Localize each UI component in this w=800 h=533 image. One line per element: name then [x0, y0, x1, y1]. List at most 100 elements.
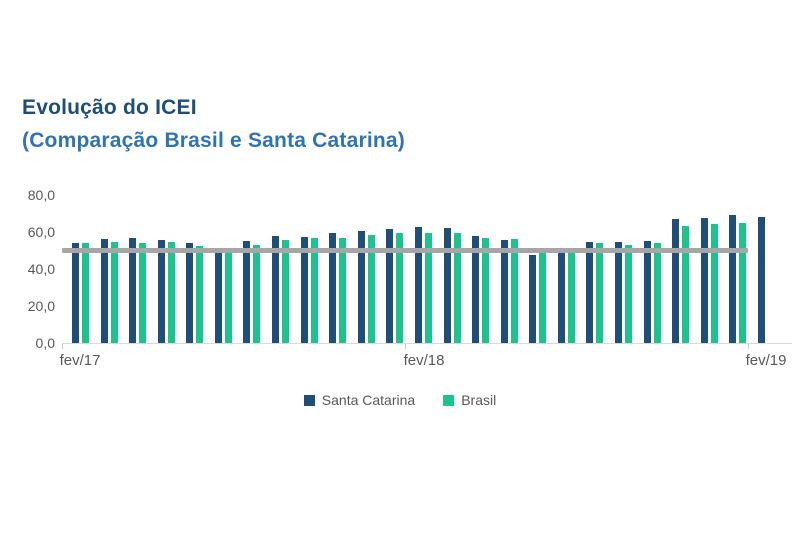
bar-group-ago-17 [243, 195, 261, 343]
bar-santa-catarina [557, 251, 565, 343]
x-axis-tick [405, 344, 406, 349]
bar-santa-catarina [157, 239, 165, 343]
bar-group-mar-17 [100, 195, 118, 343]
y-axis-tick-label: 40,0 [27, 261, 55, 277]
x-axis-tick-label: fev/17 [59, 352, 101, 369]
bar-group-jun-18 [529, 195, 547, 343]
legend-label: Brasil [461, 392, 497, 408]
bar-group-mar-18 [443, 195, 461, 343]
bar-group-out-18 [643, 195, 661, 343]
y-axis-tick-label: 0,0 [35, 335, 55, 351]
bar-santa-catarina [672, 219, 680, 343]
bar-brasil [310, 238, 318, 343]
y-axis: 80,0 60,0 40,0 20,0 0,0 [10, 187, 55, 351]
bar-brasil [139, 242, 147, 343]
bar-santa-catarina [357, 230, 365, 343]
y-axis-tick-label: 60,0 [27, 224, 55, 240]
x-axis-tick [62, 344, 63, 349]
bar-brasil [167, 242, 175, 343]
bar-brasil [739, 222, 747, 343]
bars-container [62, 195, 789, 343]
bar-santa-catarina [614, 241, 622, 343]
bar-group-set-18 [614, 195, 632, 343]
bar-santa-catarina [414, 226, 422, 343]
bar-group-jul-18 [557, 195, 575, 343]
bar-santa-catarina [529, 254, 537, 343]
bar-brasil [424, 232, 432, 343]
bar-group-ago-18 [586, 195, 604, 343]
bar-brasil [367, 234, 375, 343]
bar-brasil [110, 242, 118, 343]
x-axis-tick-label: fev/19 [745, 352, 787, 369]
legend: Santa Catarina Brasil [0, 392, 800, 408]
bar-santa-catarina [329, 233, 337, 343]
bar-brasil [339, 237, 347, 343]
chart-subtitle: (Comparação Brasil e Santa Catarina) [22, 129, 405, 152]
legend-item-brasil: Brasil [443, 392, 496, 408]
bar-santa-catarina [129, 238, 137, 343]
bar-santa-catarina [272, 235, 280, 343]
bar-santa-catarina [214, 251, 222, 343]
bar-brasil [596, 243, 604, 343]
legend-item-santa-catarina: Santa Catarina [303, 392, 416, 408]
bar-santa-catarina [100, 238, 108, 343]
bar-group-mai-17 [157, 195, 175, 343]
bar-santa-catarina [443, 228, 451, 343]
bar-group-dez-18 [700, 195, 718, 343]
plot-area [62, 195, 789, 343]
bar-brasil [253, 244, 261, 343]
bar-group-jan-19 [729, 195, 747, 343]
bar-brasil [282, 239, 290, 343]
bar-brasil [396, 233, 404, 343]
y-axis-tick-label: 20,0 [27, 298, 55, 314]
bar-brasil [453, 233, 461, 343]
bar-santa-catarina [643, 241, 651, 343]
bar-santa-catarina [586, 242, 594, 343]
legend-swatch-icon [303, 394, 315, 406]
bar-group-jan-18 [386, 195, 404, 343]
bar-group-jun-17 [186, 195, 204, 343]
bar-brasil [510, 239, 518, 343]
bar-santa-catarina [472, 236, 480, 343]
bar-brasil [482, 237, 490, 343]
bar-brasil [567, 251, 575, 343]
bar-santa-catarina [700, 218, 708, 343]
bar-group-nov-18 [672, 195, 690, 343]
x-axis-tick [748, 344, 749, 349]
bar-brasil [653, 242, 661, 343]
bar-group-fev-19 [757, 195, 775, 343]
bar-brasil [710, 224, 718, 343]
legend-label: Santa Catarina [321, 392, 416, 408]
bar-brasil [539, 252, 547, 343]
bar-group-abr-17 [129, 195, 147, 343]
x-axis-line [62, 343, 792, 344]
bar-santa-catarina [243, 241, 251, 343]
bar-group-set-17 [272, 195, 290, 343]
bar-brasil [682, 225, 690, 343]
bar-group-mai-18 [500, 195, 518, 343]
bar-santa-catarina [72, 243, 79, 343]
bar-group-dez-17 [357, 195, 375, 343]
bar-group-nov-17 [329, 195, 347, 343]
y-axis-tick-label: 80,0 [27, 187, 55, 203]
bar-group-fev-17 [72, 195, 89, 343]
x-axis-tick-label: fev/18 [403, 352, 445, 369]
bar-brasil [224, 251, 232, 343]
bar-group-jul-17 [214, 195, 232, 343]
bar-brasil [624, 245, 632, 343]
bar-group-abr-18 [472, 195, 490, 343]
bar-santa-catarina [300, 237, 308, 343]
bar-santa-catarina [386, 229, 394, 343]
bar-brasil [82, 242, 89, 343]
bar-group-fev-18 [414, 195, 432, 343]
reference-line-50 [62, 248, 748, 253]
chart-title: Evolução do ICEI [22, 96, 197, 119]
bar-santa-catarina [757, 216, 765, 343]
bar-santa-catarina [729, 214, 737, 343]
legend-swatch-icon [443, 394, 455, 406]
bar-brasil [196, 246, 204, 343]
bar-group-out-17 [300, 195, 318, 343]
bar-santa-catarina [186, 243, 194, 343]
bar-santa-catarina [500, 239, 508, 343]
